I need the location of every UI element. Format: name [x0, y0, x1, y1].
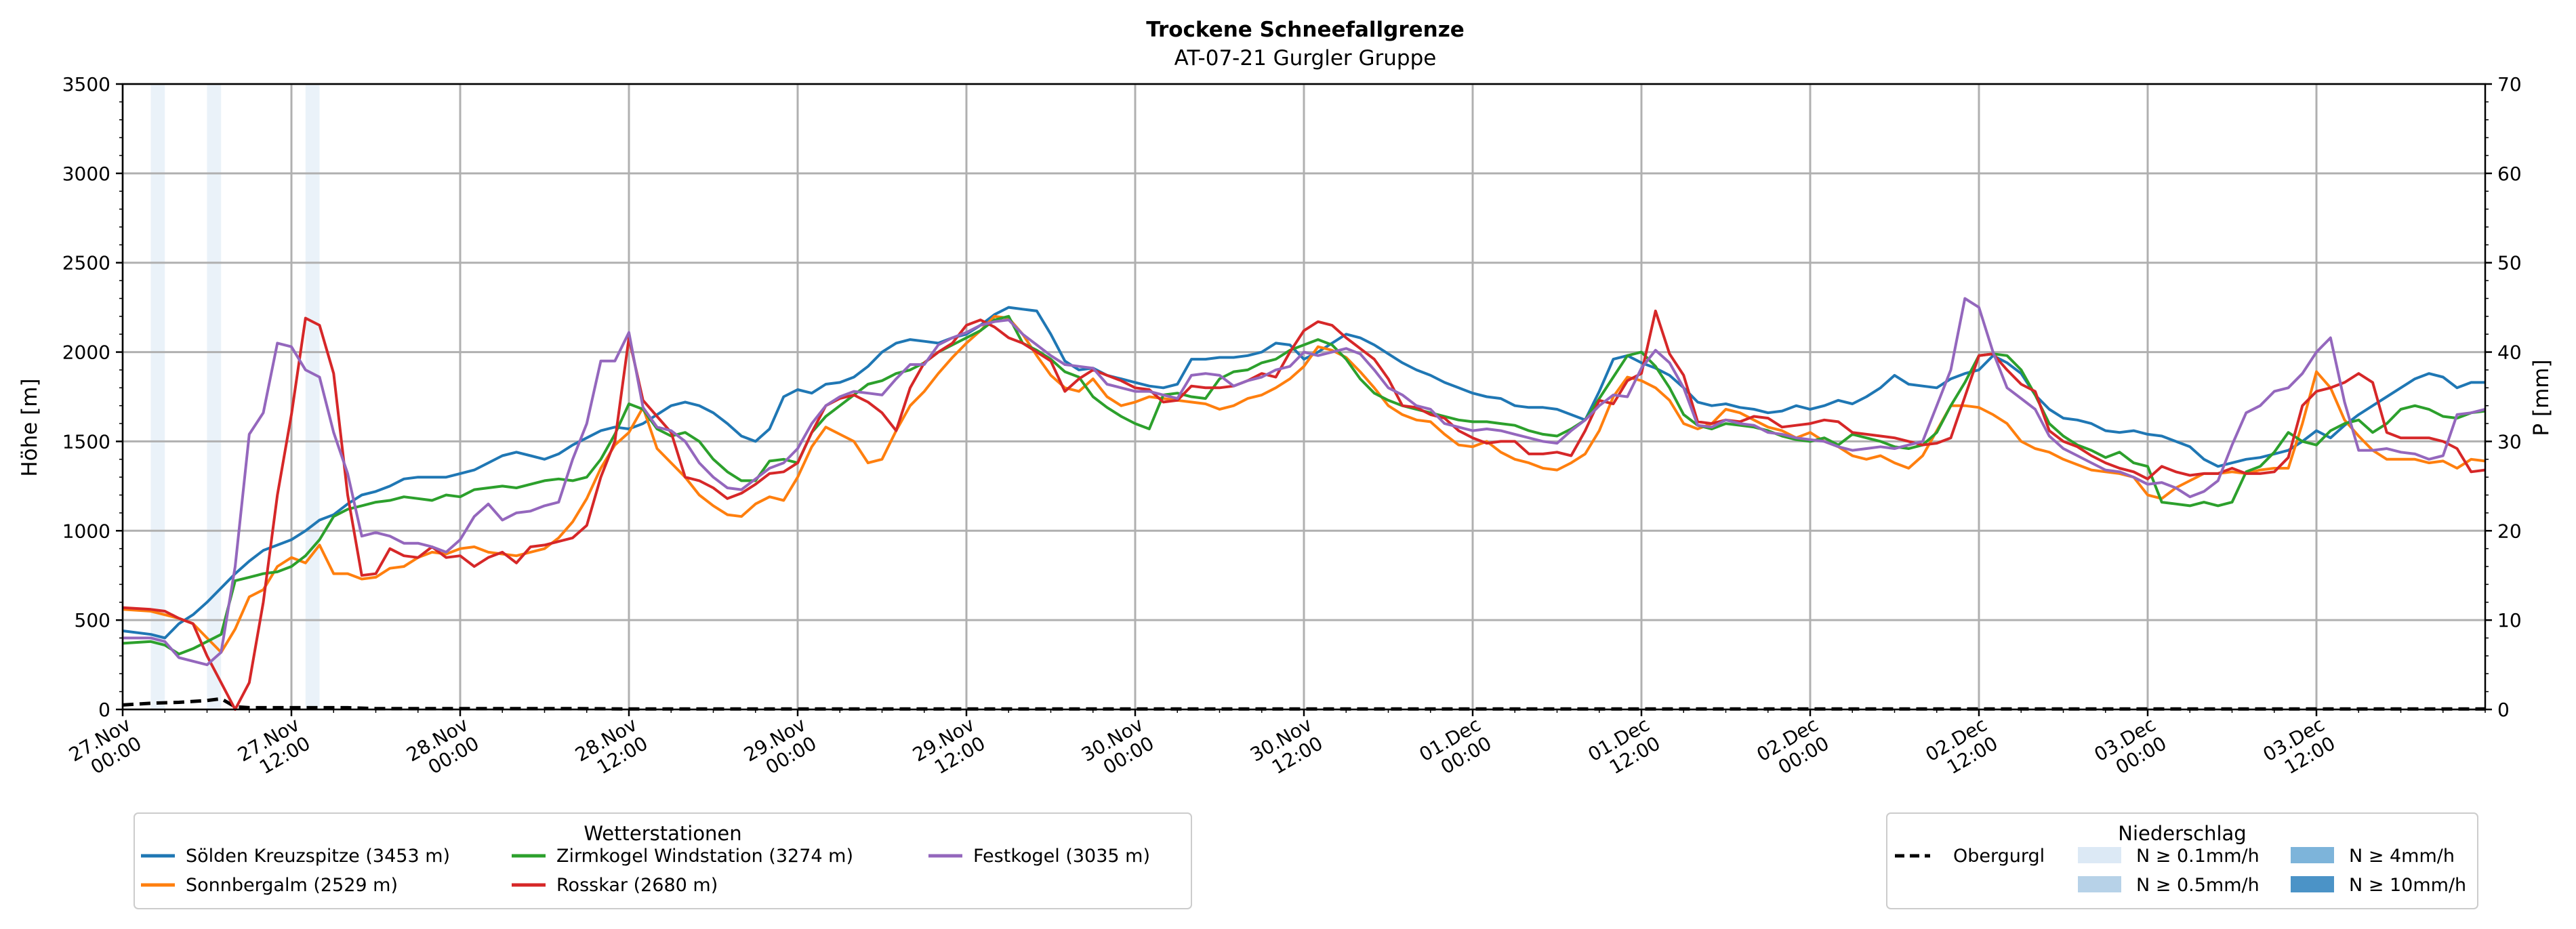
series-line-4	[122, 309, 2486, 711]
y-tick-label: 2000	[62, 342, 110, 364]
chart-subtitle: AT-07-21 Gurgler Gruppe	[1174, 46, 1437, 70]
y-tick-label-right: 10	[2497, 609, 2522, 632]
station-legend-label: Sölden Kreuzspitze (3453 m)	[186, 846, 450, 867]
series-line-3	[122, 314, 2486, 656]
precip-legend-title: Niederschlag	[2118, 822, 2246, 845]
y-tick-label: 1500	[62, 430, 110, 453]
y-tick-label: 1000	[62, 520, 110, 542]
series-line-2	[122, 314, 2486, 654]
y-tick-label: 3000	[62, 163, 110, 185]
y-tick-label: 2500	[62, 252, 110, 274]
precip-legend-items: Obergurgl N ≥ 0.1mm/h N ≥ 0.5mm/h N ≥ 4mm/h…	[1895, 846, 2466, 896]
y-tick-label-right: 70	[2497, 73, 2522, 96]
y-tick-label-right: 60	[2497, 163, 2522, 185]
y-tick-label-right: 30	[2497, 430, 2522, 453]
chart-title: Trockene Schneefallgrenze	[1146, 18, 1465, 42]
station-legend: Wetterstationen Sölden Kreuzspitze (3453…	[134, 812, 1192, 909]
precip-bar	[207, 84, 222, 709]
precip-legend-label: N ≥ 0.1mm/h	[2136, 846, 2260, 867]
station-legend-label: Rosskar (2680 m)	[556, 875, 718, 896]
y-tick-label: 0	[98, 699, 110, 721]
y-tick-label: 500	[75, 609, 110, 632]
y-axis-label-right: P [mm]	[2529, 359, 2554, 436]
y-tick-label-right: 20	[2497, 520, 2522, 542]
precip-legend-label: N ≥ 0.5mm/h	[2136, 875, 2260, 896]
precip-legend-swatch	[2078, 876, 2121, 892]
precip-bar	[305, 84, 320, 709]
y-tick-label-right: 50	[2497, 252, 2522, 274]
precip-legend-swatch	[2291, 876, 2334, 892]
y-axis-label: Höhe [m]	[18, 378, 42, 476]
precip-bar	[150, 84, 165, 709]
station-legend-frame	[134, 812, 1192, 909]
precip-legend: Niederschlag Obergurgl N ≥ 0.1mm/h N ≥ 0.5…	[1886, 812, 2478, 909]
y-tick-label: 3500	[62, 73, 110, 96]
station-legend-label: Sonnbergalm (2529 m)	[186, 875, 398, 896]
precip-legend-label: N ≥ 4mm/h	[2349, 846, 2455, 867]
precip-legend-label: N ≥ 10mm/h	[2349, 875, 2466, 896]
precip-legend-swatch	[2291, 847, 2334, 863]
series-line-5	[123, 297, 2486, 667]
y-tick-label-right: 0	[2497, 699, 2510, 721]
station-legend-label: Zirmkogel Windstation (3274 m)	[556, 846, 853, 867]
station-legend-label: Festkogel (3035 m)	[973, 846, 1150, 867]
y-tick-label-right: 40	[2497, 342, 2522, 364]
precip-legend-swatch	[2078, 847, 2121, 863]
station-legend-items: Sölden Kreuzspitze (3453 m) Sonnbergalm (…	[141, 846, 1150, 896]
precip-legend-label: Obergurgl	[1953, 846, 2045, 867]
station-legend-title: Wetterstationen	[584, 822, 741, 845]
